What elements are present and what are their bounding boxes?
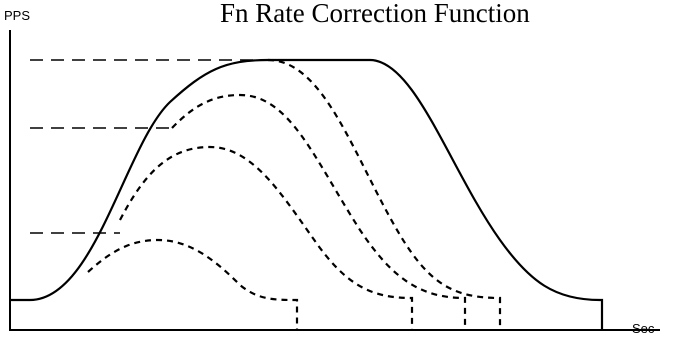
corrected-curve-2 <box>171 93 467 330</box>
y-axis-label: PPS <box>4 8 30 23</box>
corrected-curve-4 <box>87 238 299 330</box>
full-rate-curve <box>10 58 604 330</box>
diagram-title: Fn Rate Correction Function <box>220 0 530 28</box>
corrected-curve-1 <box>267 58 502 330</box>
x-axis-label: Sec <box>632 321 655 336</box>
corrected-curve-3 <box>119 145 414 330</box>
